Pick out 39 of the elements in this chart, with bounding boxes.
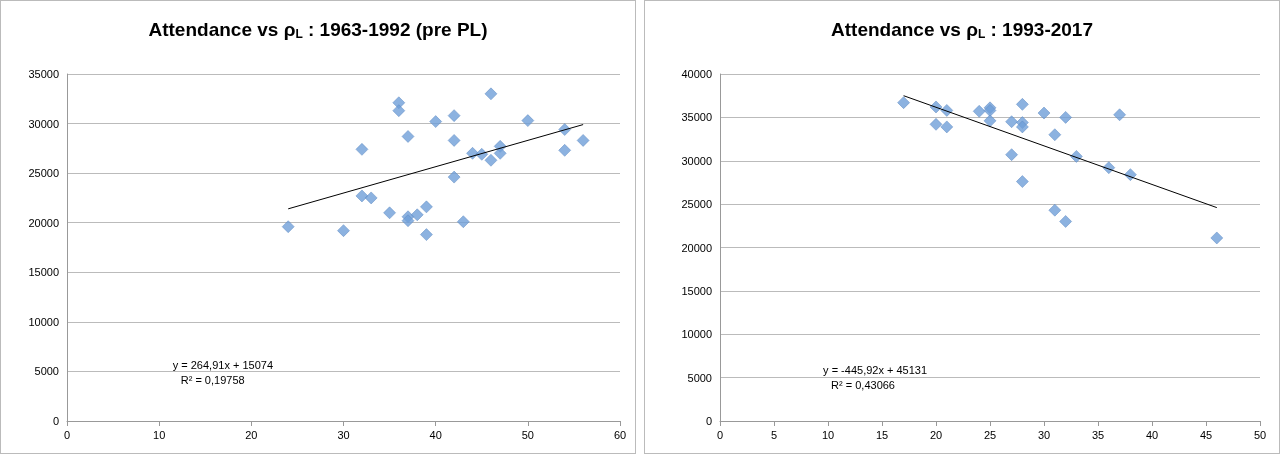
x-tick-label: 10 xyxy=(153,428,166,441)
y-tick-label: 20000 xyxy=(681,241,712,254)
y-tick-label: 30000 xyxy=(28,117,59,130)
y-tick-label: 5000 xyxy=(687,371,712,384)
y-tick-label: 40000 xyxy=(681,68,712,80)
y-tick-label: 25000 xyxy=(28,167,59,180)
y-tick-label: 30000 xyxy=(681,154,712,167)
x-tick-label: 60 xyxy=(613,428,627,441)
annotation: R² = 0,19758 xyxy=(180,374,245,387)
x-tick-label: 30 xyxy=(1037,428,1051,441)
y-tick-label: 10000 xyxy=(28,315,59,328)
x-tick-label: 20 xyxy=(245,428,258,441)
y-tick-label: 0 xyxy=(705,415,712,427)
y-tick-label: 15000 xyxy=(28,266,59,279)
x-tick-label: 20 xyxy=(929,428,943,441)
annotation: y = -445,92x + 45131 xyxy=(823,363,928,376)
x-tick-label: 5 xyxy=(770,428,778,441)
x-tick-label: 40 xyxy=(429,428,442,441)
x-tick-label: 30 xyxy=(337,428,350,441)
annotation: R² = 0,43066 xyxy=(831,378,895,391)
annotation: y = 264,91x + 15074 xyxy=(172,359,274,372)
x-tick-label: 40 xyxy=(1145,428,1159,441)
x-tick-label: 10 xyxy=(821,428,835,441)
x-tick-label: 0 xyxy=(716,428,724,441)
x-tick-label: 25 xyxy=(983,428,997,441)
y-tick-label: 35000 xyxy=(28,68,59,80)
y-tick-label: 20000 xyxy=(28,216,59,229)
x-tick-label: 50 xyxy=(1253,428,1267,441)
y-tick-label: 0 xyxy=(52,415,59,427)
y-tick-label: 15000 xyxy=(681,284,712,297)
x-tick-label: 15 xyxy=(875,428,889,441)
y-tick-label: 35000 xyxy=(681,111,712,124)
y-tick-label: 25000 xyxy=(681,198,712,211)
x-tick-label: 0 xyxy=(63,428,71,441)
x-tick-label: 50 xyxy=(521,428,534,441)
x-tick-label: 35 xyxy=(1091,428,1105,441)
x-tick-label: 45 xyxy=(1199,428,1213,441)
y-tick-label: 5000 xyxy=(34,365,59,378)
y-tick-label: 10000 xyxy=(681,328,712,341)
